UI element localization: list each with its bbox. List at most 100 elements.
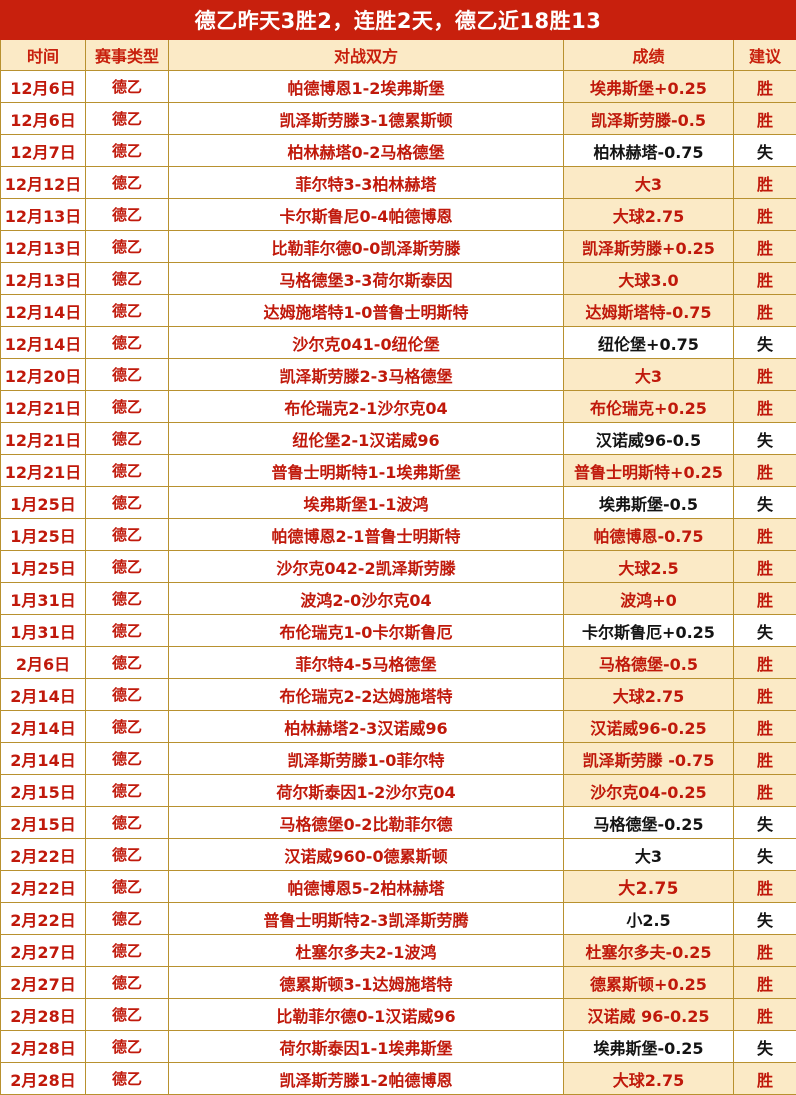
cell-match-date: 2月28日: [1, 1063, 86, 1095]
cell-handicap-result: 达姆斯塔特-0.75: [564, 295, 734, 327]
column-header-league: 赛事类型: [86, 40, 169, 71]
cell-advice-outcome: 失: [734, 423, 796, 455]
cell-match-date: 2月28日: [1, 999, 86, 1031]
cell-match-fixture: 布伦瑞克1-0卡尔斯鲁厄: [169, 615, 564, 647]
cell-league-type: 德乙: [86, 935, 169, 967]
cell-league-type: 德乙: [86, 519, 169, 551]
cell-league-type: 德乙: [86, 103, 169, 135]
cell-handicap-result: 大球2.5: [564, 551, 734, 583]
cell-match-date: 2月27日: [1, 935, 86, 967]
page-title-banner: 德乙昨天3胜2，连胜2天，德乙近18胜13: [0, 0, 796, 40]
match-record-page: 德乙昨天3胜2，连胜2天，德乙近18胜13 时间 赛事类型 对战双方 成绩 建议…: [0, 0, 796, 1003]
cell-handicap-result: 凯泽斯劳滕-0.5: [564, 103, 734, 135]
cell-advice-outcome: 胜: [734, 711, 796, 743]
cell-handicap-result: 波鸿+0: [564, 583, 734, 615]
cell-league-type: 德乙: [86, 487, 169, 519]
cell-match-fixture: 凯泽斯芳滕1-2帕德博恩: [169, 1063, 564, 1095]
cell-handicap-result: 马格德堡-0.25: [564, 807, 734, 839]
cell-match-fixture: 汉诺威960-0德累斯顿: [169, 839, 564, 871]
cell-handicap-result: 卡尔斯鲁厄+0.25: [564, 615, 734, 647]
cell-match-date: 2月28日: [1, 1031, 86, 1063]
cell-match-date: 12月21日: [1, 455, 86, 487]
cell-match-fixture: 比勒菲尔德0-1汉诺威96: [169, 999, 564, 1031]
cell-advice-outcome: 胜: [734, 647, 796, 679]
column-header-match: 对战双方: [169, 40, 564, 71]
cell-league-type: 德乙: [86, 551, 169, 583]
cell-match-fixture: 埃弗斯堡1-1波鸿: [169, 487, 564, 519]
cell-handicap-result: 马格德堡-0.5: [564, 647, 734, 679]
cell-match-date: 12月6日: [1, 71, 86, 103]
cell-handicap-result: 大3: [564, 359, 734, 391]
cell-advice-outcome: 失: [734, 807, 796, 839]
cell-match-fixture: 帕德博恩5-2柏林赫塔: [169, 871, 564, 903]
cell-advice-outcome: 失: [734, 615, 796, 647]
cell-match-fixture: 德累斯顿3-1达姆施塔特: [169, 967, 564, 999]
cell-match-date: 12月14日: [1, 295, 86, 327]
cell-match-date: 1月25日: [1, 551, 86, 583]
cell-match-date: 12月13日: [1, 263, 86, 295]
cell-match-fixture: 普鲁士明斯特1-1埃弗斯堡: [169, 455, 564, 487]
cell-league-type: 德乙: [86, 807, 169, 839]
cell-advice-outcome: 失: [734, 135, 796, 167]
cell-advice-outcome: 胜: [734, 263, 796, 295]
cell-match-fixture: 荷尔斯泰因1-1埃弗斯堡: [169, 1031, 564, 1063]
cell-advice-outcome: 失: [734, 1031, 796, 1063]
cell-handicap-result: 大球2.75: [564, 1063, 734, 1095]
table-header: 时间 赛事类型 对战双方 成绩 建议: [1, 40, 796, 71]
cell-handicap-result: 大球2.75: [564, 199, 734, 231]
cell-advice-outcome: 胜: [734, 359, 796, 391]
cell-handicap-result: 帕德博恩-0.75: [564, 519, 734, 551]
cell-match-fixture: 凯泽斯劳滕3-1德累斯顿: [169, 103, 564, 135]
cell-handicap-result: 布伦瑞克+0.25: [564, 391, 734, 423]
cell-advice-outcome: 胜: [734, 967, 796, 999]
match-results-table: 时间 赛事类型 对战双方 成绩 建议 12月6日德乙帕德博恩1-2埃弗斯堡埃弗斯…: [0, 40, 796, 1095]
cell-match-date: 2月15日: [1, 807, 86, 839]
cell-match-fixture: 比勒菲尔德0-0凯泽斯劳滕: [169, 231, 564, 263]
cell-advice-outcome: 胜: [734, 167, 796, 199]
table-header-row: 时间 赛事类型 对战双方 成绩 建议: [1, 40, 796, 71]
cell-match-date: 12月21日: [1, 391, 86, 423]
cell-handicap-result: 纽伦堡+0.75: [564, 327, 734, 359]
cell-match-date: 1月25日: [1, 519, 86, 551]
cell-league-type: 德乙: [86, 647, 169, 679]
cell-handicap-result: 杜塞尔多夫-0.25: [564, 935, 734, 967]
cell-match-date: 12月14日: [1, 327, 86, 359]
cell-league-type: 德乙: [86, 167, 169, 199]
cell-handicap-result: 凯泽斯劳滕 -0.75: [564, 743, 734, 775]
cell-match-fixture: 荷尔斯泰因1-2沙尔克04: [169, 775, 564, 807]
cell-league-type: 德乙: [86, 967, 169, 999]
cell-match-fixture: 达姆施塔特1-0普鲁士明斯特: [169, 295, 564, 327]
cell-match-fixture: 马格德堡3-3荷尔斯泰因: [169, 263, 564, 295]
cell-handicap-result: 大球3.0: [564, 263, 734, 295]
cell-match-date: 2月22日: [1, 871, 86, 903]
cell-handicap-result: 柏林赫塔-0.75: [564, 135, 734, 167]
cell-league-type: 德乙: [86, 1063, 169, 1095]
cell-advice-outcome: 胜: [734, 295, 796, 327]
cell-match-date: 1月31日: [1, 615, 86, 647]
cell-league-type: 德乙: [86, 263, 169, 295]
cell-league-type: 德乙: [86, 903, 169, 935]
cell-advice-outcome: 失: [734, 487, 796, 519]
cell-league-type: 德乙: [86, 71, 169, 103]
cell-handicap-result: 大3: [564, 839, 734, 871]
cell-league-type: 德乙: [86, 711, 169, 743]
cell-match-date: 1月31日: [1, 583, 86, 615]
cell-match-fixture: 沙尔克042-2凯泽斯劳滕: [169, 551, 564, 583]
